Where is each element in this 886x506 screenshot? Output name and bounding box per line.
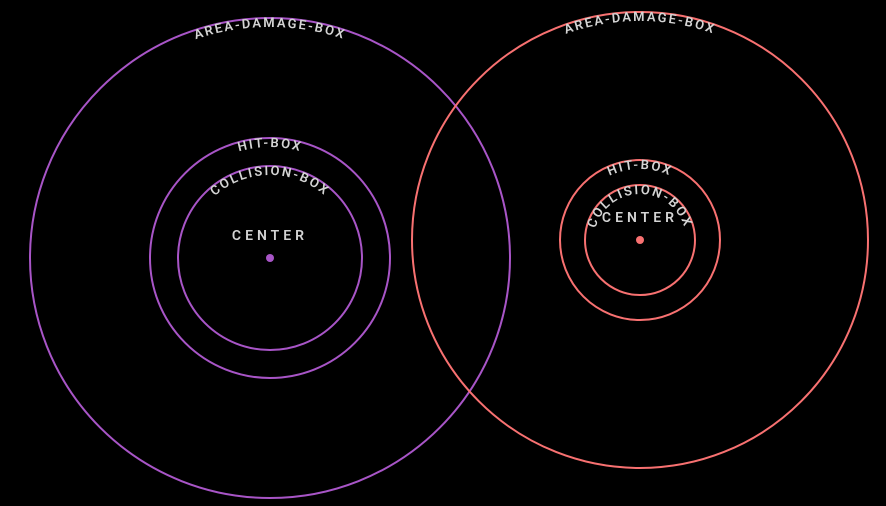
left-center-label: CENTER [232,228,308,244]
right-hit-box-label: HIT-BOX [605,158,674,180]
left-hit-box-label: HIT-BOX [236,136,304,155]
left-collision-box-label: COLLISION-BOX [208,164,333,199]
bounding-circles-diagram: COLLISION-BOX HIT-BOX AREA-DAMAGE-BOX CENTE… [0,0,886,506]
right-area-damage-box-label: AREA-DAMAGE-BOX [562,10,717,38]
entity-left: COLLISION-BOX HIT-BOX AREA-DAMAGE-BOX CENTE… [30,16,510,498]
entity-right: COLLISION-BOXHIT-BOXAREA-DAMAGE-BOXCENTE… [412,10,868,468]
left-center-dot [266,254,274,262]
right-center-label: CENTER [602,210,678,226]
right-center-dot [636,236,644,244]
left-area-damage-box-label: AREA-DAMAGE-BOX [192,16,347,43]
